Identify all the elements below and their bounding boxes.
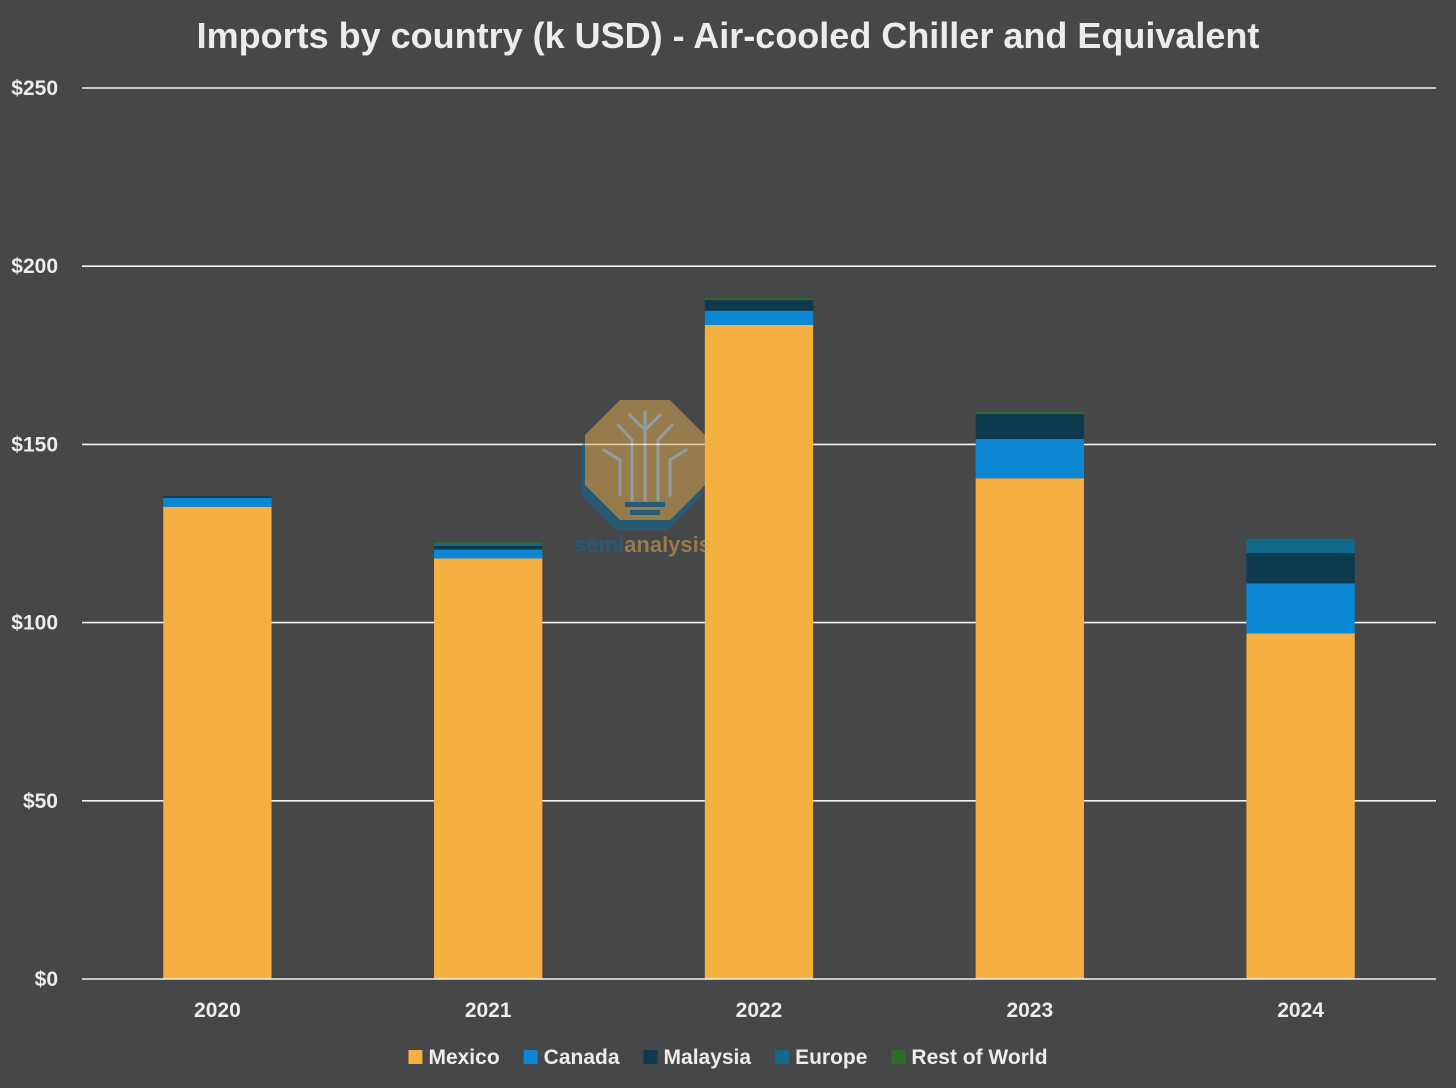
bar-2022-mexico <box>704 325 814 980</box>
legend-label-malaysia: Malaysia <box>664 1046 752 1069</box>
bar-2023-europe <box>975 413 1084 415</box>
y-tick-label: $50 <box>23 790 58 813</box>
bar-2022-malaysia <box>704 300 814 311</box>
legend-label-mexico: Mexico <box>428 1046 499 1069</box>
legend-label-rest-of-world: Rest of World <box>911 1046 1047 1069</box>
legend-swatch-mexico <box>408 1050 423 1064</box>
watermark: semianalysis <box>574 400 711 557</box>
bar-2022-canada <box>704 310 814 326</box>
bar-2024-malaysia <box>1246 553 1355 584</box>
legend-swatch-rest-of-world <box>891 1050 906 1064</box>
bar-2021-mexico <box>434 558 543 979</box>
bar-2020-mexico <box>163 506 272 979</box>
bar-2023-mexico <box>975 478 1084 979</box>
bar-2023-malaysia <box>975 414 1084 440</box>
y-tick-label: $200 <box>11 255 58 278</box>
y-tick-label: $150 <box>11 433 58 456</box>
legend: Mexico Canada Malaysia Europe Rest of World <box>408 1046 1048 1069</box>
legend-label-europe: Europe <box>795 1046 867 1069</box>
y-tick-label: $100 <box>11 612 58 635</box>
x-tick-label: 2023 <box>1006 999 1053 1022</box>
legend-swatch-europe <box>775 1050 790 1064</box>
bars <box>163 298 1355 980</box>
x-tick-label: 2021 <box>465 999 512 1022</box>
svg-text:semianalysis: semianalysis <box>574 532 711 557</box>
bar-2020-malaysia <box>163 496 272 498</box>
x-axis-tick-labels: 2020 2021 2022 2023 2024 <box>194 999 1324 1022</box>
y-tick-label: $250 <box>11 77 58 100</box>
bar-2022-rest-of-world <box>704 298 814 299</box>
bar-2020-canada <box>163 497 272 507</box>
bar-2021-rest-of-world <box>434 542 543 545</box>
legend-swatch-canada <box>523 1050 538 1064</box>
x-tick-label: 2022 <box>736 999 783 1022</box>
bar-2021-canada <box>434 549 543 559</box>
bar-2023-rest-of-world <box>975 411 1084 414</box>
y-axis-tick-labels: $0 $50 $100 $150 $200 $250 <box>11 77 58 991</box>
bar-2024-europe <box>1246 538 1355 554</box>
y-tick-label: $0 <box>35 968 58 991</box>
bar-2022-europe <box>704 298 814 301</box>
chart-title: Imports by country (k USD) - Air-cooled … <box>197 15 1260 56</box>
x-tick-label: 2020 <box>194 999 241 1022</box>
bar-2021-europe <box>434 544 543 546</box>
x-tick-label: 2024 <box>1277 999 1324 1022</box>
bar-2024-canada <box>1246 583 1355 634</box>
bar-2024-mexico <box>1246 633 1355 979</box>
tree-circuit-icon <box>582 400 705 530</box>
legend-swatch-malaysia <box>643 1050 658 1064</box>
bar-2021-malaysia <box>434 545 543 550</box>
watermark-text-part2: analysis <box>624 532 711 557</box>
watermark-text-part1: semi <box>574 532 624 557</box>
bar-2023-canada <box>975 439 1084 479</box>
legend-label-canada: Canada <box>544 1046 620 1069</box>
